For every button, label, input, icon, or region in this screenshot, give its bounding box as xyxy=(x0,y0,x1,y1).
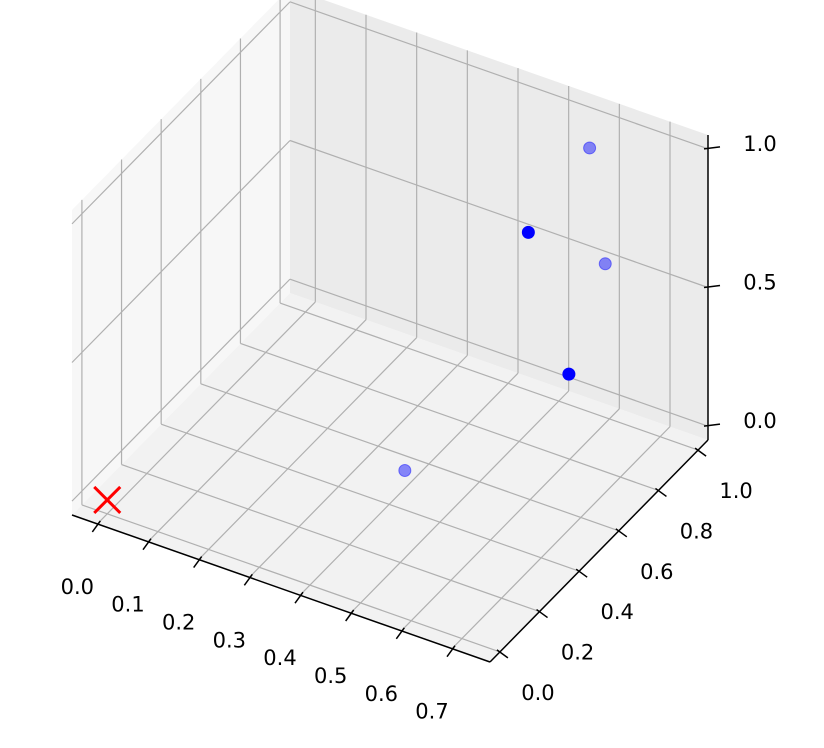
pane-bottom xyxy=(72,293,708,662)
grid-line xyxy=(400,408,620,632)
x-tick-label: 0.6 xyxy=(365,682,398,706)
z-tick-label: 1.0 xyxy=(743,132,776,156)
pane-back xyxy=(290,0,708,440)
grid-line xyxy=(289,1,709,150)
y-tick-label: 0.2 xyxy=(561,641,594,665)
tick-mark xyxy=(142,538,152,551)
tick-mark xyxy=(703,284,721,289)
grid-line xyxy=(160,423,580,572)
grid-line xyxy=(96,301,316,525)
tick-mark xyxy=(694,447,707,457)
tick-mark xyxy=(496,649,509,659)
point xyxy=(598,257,612,271)
grid-line xyxy=(299,372,519,596)
tick-mark xyxy=(655,487,667,498)
point xyxy=(521,225,535,239)
tick-mark xyxy=(345,609,355,622)
grid-line xyxy=(350,390,570,614)
point xyxy=(398,463,412,477)
x-tick-label: 0.2 xyxy=(162,611,195,635)
tick-mark xyxy=(395,627,405,640)
grid-line xyxy=(121,463,540,613)
grid-line xyxy=(200,383,620,532)
tick-mark xyxy=(703,423,721,427)
grid-line xyxy=(248,354,468,578)
point xyxy=(562,367,576,381)
grid-line xyxy=(198,337,418,560)
tick-mark xyxy=(294,591,304,604)
tick-mark xyxy=(703,146,721,150)
y-tick-label: 0.6 xyxy=(640,560,673,584)
x-tick-label: 0.1 xyxy=(111,593,144,617)
point xyxy=(93,485,122,515)
tick-mark xyxy=(243,573,253,586)
tick-mark xyxy=(536,608,548,619)
grid-line xyxy=(289,278,709,427)
grid-line xyxy=(71,1,291,225)
x-tick-label: 0.3 xyxy=(213,628,246,652)
grid-line xyxy=(451,426,671,650)
tick-mark xyxy=(193,556,203,568)
point xyxy=(583,141,597,155)
x-tick-label: 0.0 xyxy=(61,575,94,599)
x-tick-label: 0.7 xyxy=(415,700,448,724)
x-tick-label: 0.4 xyxy=(263,646,296,670)
tick-mark xyxy=(91,520,101,533)
grid-line xyxy=(81,504,501,653)
grid-line xyxy=(71,140,291,363)
x-tick-label: 0.5 xyxy=(314,664,347,688)
y-tick-label: 0.8 xyxy=(680,519,713,543)
grid-line xyxy=(289,139,709,289)
z-tick-label: 0.0 xyxy=(743,409,776,433)
y-tick-label: 0.0 xyxy=(521,681,554,705)
z-tick-label: 0.5 xyxy=(743,271,776,295)
grid-line xyxy=(71,278,291,502)
y-axis xyxy=(489,439,709,663)
tick-mark xyxy=(615,528,628,538)
y-tick-label: 1.0 xyxy=(719,479,752,503)
tick-mark xyxy=(446,645,456,658)
grid-line xyxy=(279,302,699,451)
grid-line xyxy=(147,319,367,543)
x-axis xyxy=(71,514,491,663)
tick-mark xyxy=(575,568,588,578)
y-tick-label: 0.4 xyxy=(600,600,633,624)
pane-left xyxy=(72,0,290,515)
grid-line xyxy=(240,342,659,492)
